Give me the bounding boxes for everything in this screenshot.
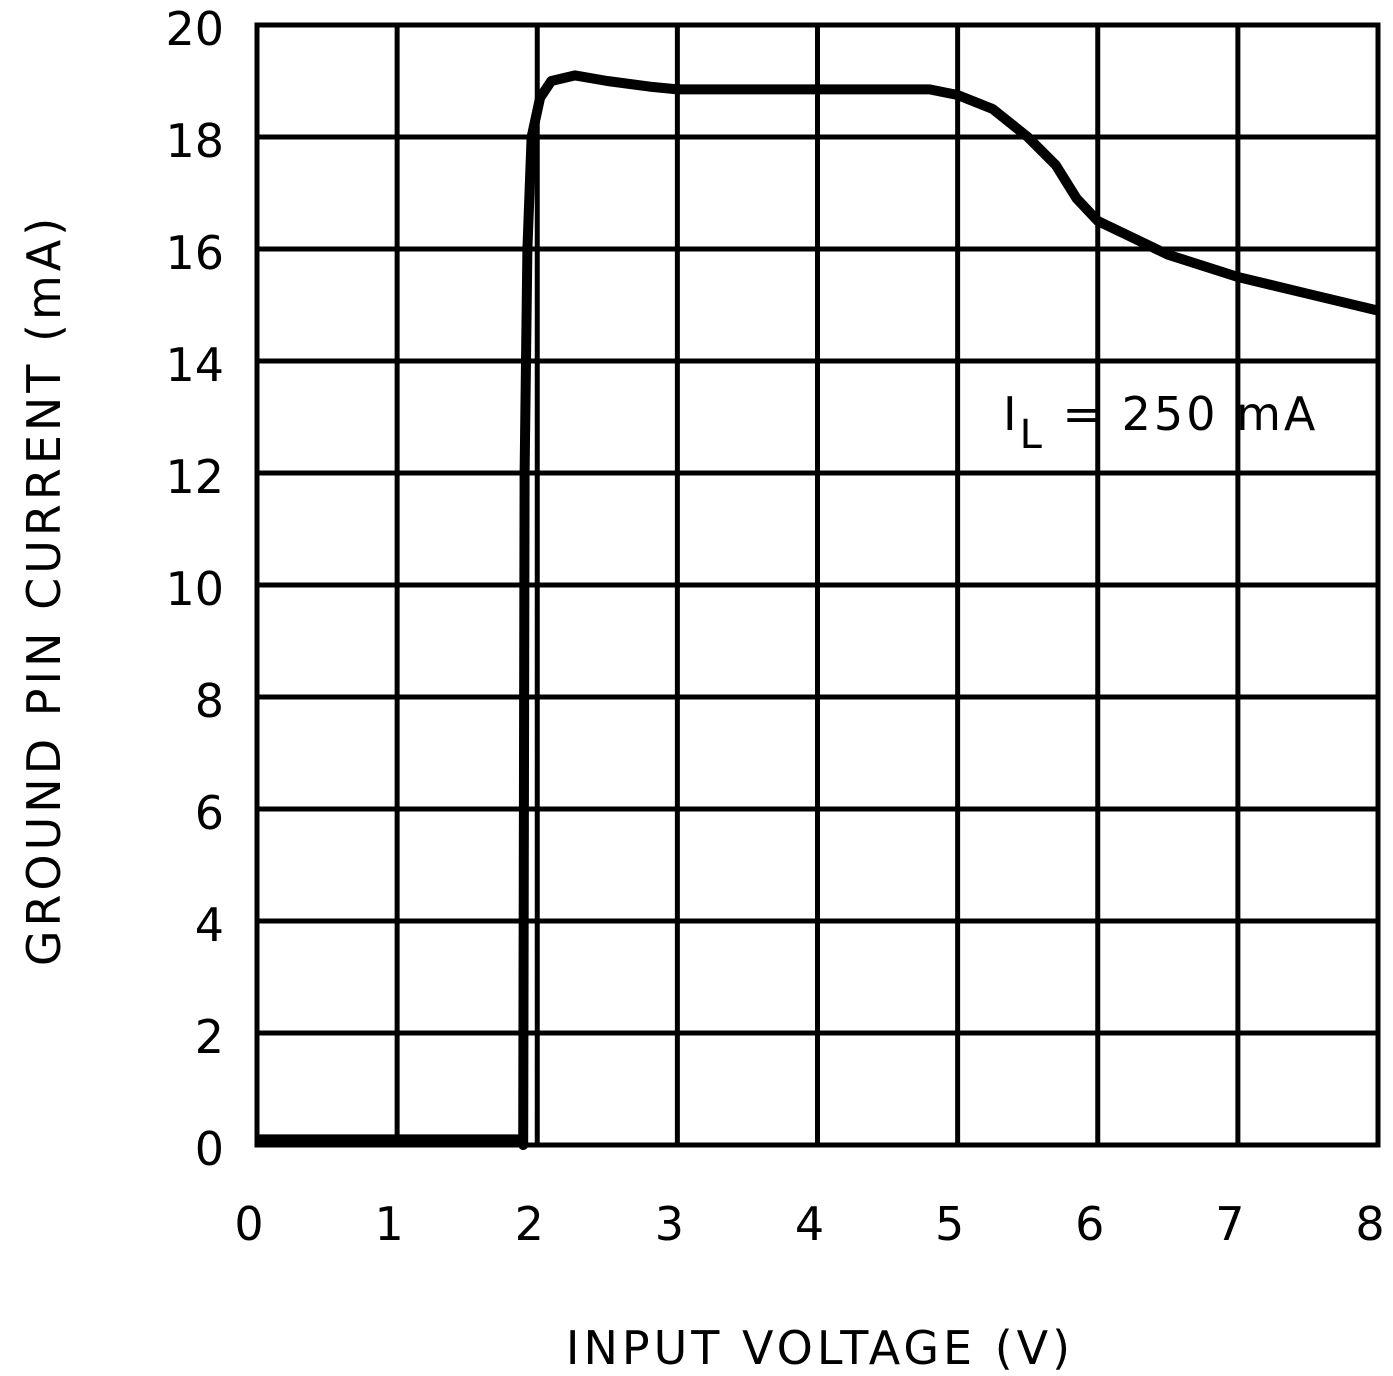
- x-tick-label: 2: [515, 1197, 544, 1251]
- annotation-rest: = 250 mA: [1045, 387, 1319, 441]
- y-tick-label: 0: [195, 1122, 224, 1176]
- y-tick-label: 14: [165, 338, 224, 392]
- plot-frame: [254, 22, 1381, 1148]
- y-tick-label: 10: [165, 562, 224, 616]
- x-tick-label: 3: [655, 1197, 684, 1251]
- y-tick-label: 12: [165, 450, 224, 504]
- x-tick-labels: 0 1 2 3 4 5 6 7 8: [234, 1197, 1384, 1251]
- x-tick-label: 0: [234, 1197, 263, 1251]
- x-tick-label: 1: [374, 1197, 403, 1251]
- ground-current-curve: [257, 70, 1380, 1150]
- grid: [254, 22, 1381, 1148]
- y-tick-label: 4: [195, 898, 224, 952]
- annotation-main: I: [1003, 387, 1020, 441]
- y-tick-labels: 0 2 4 6 8 10 12 14 16 18 20: [165, 2, 224, 1176]
- y-tick-label: 18: [165, 114, 224, 168]
- series: [257, 70, 1380, 1150]
- y-tick-label: 6: [195, 786, 224, 840]
- y-axis-label: GROUND PIN CURRENT (mA): [17, 214, 71, 966]
- x-tick-label: 8: [1355, 1197, 1384, 1251]
- x-tick-label: 6: [1075, 1197, 1104, 1251]
- y-tick-label: 2: [195, 1010, 224, 1064]
- x-tick-label: 7: [1215, 1197, 1244, 1251]
- annotation-sub: L: [1020, 412, 1045, 458]
- load-current-annotation: IL = 250 mA: [1003, 387, 1318, 458]
- x-axis-label: INPUT VOLTAGE (V): [566, 1321, 1074, 1375]
- x-tick-label: 4: [795, 1197, 824, 1251]
- x-tick-label: 5: [935, 1197, 964, 1251]
- y-tick-label: 16: [165, 226, 224, 280]
- y-tick-label: 20: [165, 2, 224, 56]
- y-tick-label: 8: [195, 674, 224, 728]
